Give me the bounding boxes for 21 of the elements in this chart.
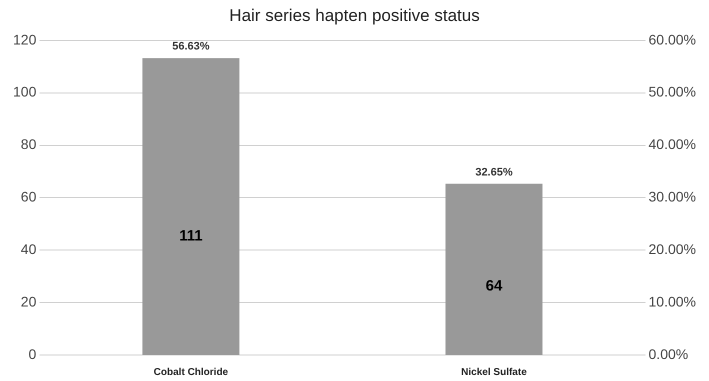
y-tick-label: 20 (20, 293, 37, 310)
x-tick-label: Nickel Sulfate (461, 366, 528, 378)
y-tick-label: 40 (20, 240, 37, 257)
y-tick-label: 120 (13, 31, 37, 48)
y-tick-label: 60 (20, 188, 37, 205)
data-label: 56.63% (172, 40, 210, 53)
chart-title: Hair series hapten positive status (229, 6, 480, 25)
y2-tick-label: 40.00% (648, 136, 696, 152)
y2-tick-label: 10.00% (648, 293, 696, 310)
x-tick-label: Cobalt Chloride (154, 366, 229, 378)
y2-tick-label: 20.00% (648, 240, 696, 257)
annotation: 111 (179, 227, 203, 244)
y2-tick-label: 50.00% (648, 84, 696, 100)
data-label: 32.65% (475, 166, 513, 178)
y-tick-label: 80 (20, 136, 37, 152)
y2-tick-label: 60.00% (648, 31, 696, 48)
annotation: 64 (486, 278, 503, 295)
y-tick-label: 0 (28, 346, 37, 362)
y-tick-label: 100 (13, 84, 37, 100)
y2-tick-label: 30.00% (648, 188, 696, 205)
y2-tick-label: 0.00% (648, 346, 688, 362)
